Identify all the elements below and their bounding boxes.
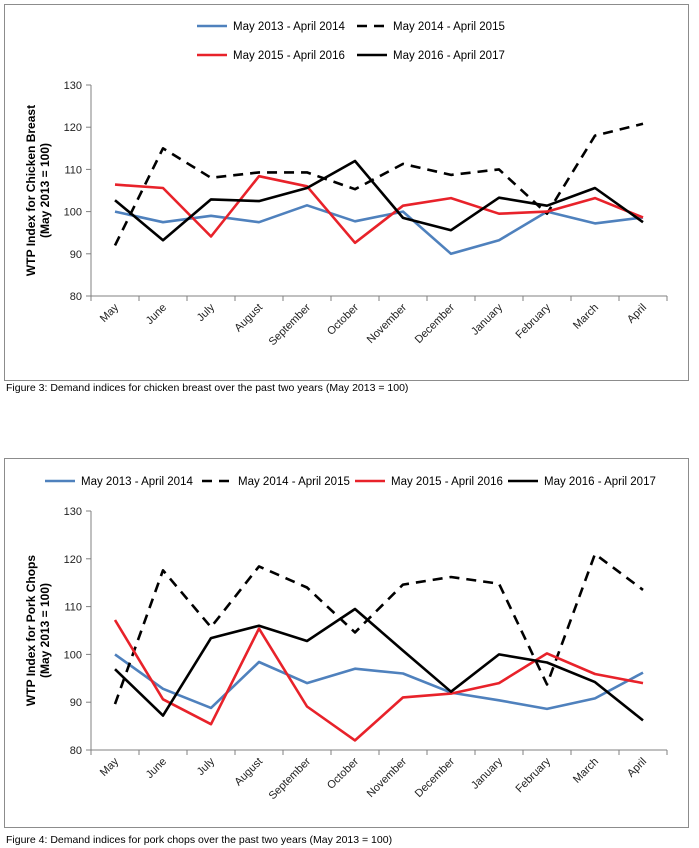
- y-tick-label: 90: [70, 697, 82, 709]
- figure-4-caption: Figure 4: Demand indices for pork chops …: [6, 834, 393, 846]
- chart1-legend: May 2013 - April 2014 May 2014 - April 20…: [197, 21, 505, 62]
- series-line-3: [113, 619, 644, 742]
- y-tick-label: 110: [64, 602, 82, 614]
- series-line-2: [113, 122, 644, 246]
- series-line-4: [114, 607, 644, 722]
- y-tick-label: 100: [64, 649, 82, 661]
- series-line-1: [114, 204, 644, 256]
- x-tick-label-november: November: [365, 755, 410, 800]
- x-tick-label-april: April: [625, 756, 649, 780]
- legend-label-2: May 2014 - April 2015: [238, 476, 350, 488]
- legend-label-4: May 2016 - April 2017: [393, 50, 505, 62]
- y-tick-label: 130: [64, 506, 82, 518]
- y-axis-label: WTP Index for Chicken Breast: [24, 105, 38, 276]
- x-tick-label-january: January: [469, 755, 506, 792]
- y-axis-label-unit: (May 2013 = 100): [38, 583, 52, 678]
- legend-label-2: May 2014 - April 2015: [393, 21, 505, 33]
- x-tick-label-june: June: [144, 302, 169, 327]
- x-tick-label-february: February: [514, 301, 554, 341]
- series-line-2: [113, 552, 644, 705]
- x-tick-label-february: February: [514, 755, 554, 795]
- y-tick-label: 110: [64, 164, 82, 176]
- chart2-legend: May 2013 - April 2014 May 2014 - April 20…: [45, 476, 656, 488]
- x-tick-label-july: July: [195, 755, 218, 778]
- x-tick-label-september: September: [267, 301, 314, 348]
- chart2-axes: 80 90 100 110 120 130 May June July August Septemb…: [64, 506, 668, 802]
- y-tick-label: 100: [64, 207, 82, 219]
- y-axis-label-unit: (May 2013 = 100): [38, 143, 52, 238]
- legend-label-1: May 2013 - April 2014: [233, 21, 345, 33]
- x-tick-label-march: March: [571, 756, 601, 786]
- x-tick-label-june: June: [144, 756, 169, 781]
- series-line-4: [114, 159, 644, 242]
- legend-label-1: May 2013 - April 2014: [81, 476, 193, 488]
- y-tick-label: 90: [70, 249, 82, 261]
- figure-3-caption: Figure 3: Demand indices for chicken bre…: [6, 382, 409, 394]
- chart1-axes: 80 90 100 110 120 130 May June July August Septemb…: [64, 80, 668, 348]
- pork-chops-chart-svg: 80 90 100 110 120 130 May June July August Septemb…: [24, 476, 668, 802]
- chicken-breast-chart: 80 90 100 110 120 130 May June July August Septemb…: [4, 4, 689, 381]
- legend-label-3: May 2015 - April 2016: [233, 50, 345, 62]
- x-tick-label-december: December: [413, 301, 458, 346]
- x-tick-label-july: July: [195, 301, 218, 324]
- y-tick-label: 80: [70, 745, 82, 757]
- y-tick-label: 120: [64, 122, 82, 134]
- legend-label-3: May 2015 - April 2016: [391, 476, 503, 488]
- x-tick-label-september: September: [267, 755, 314, 802]
- series-line-3: [114, 174, 644, 245]
- x-tick-label-april: April: [625, 302, 649, 326]
- x-tick-label-may: May: [98, 755, 122, 779]
- y-tick-label: 120: [64, 554, 82, 566]
- x-tick-label-october: October: [325, 301, 361, 337]
- x-tick-label-march: March: [571, 302, 601, 332]
- x-tick-label-october: October: [325, 755, 361, 791]
- x-tick-label-may: May: [98, 301, 122, 325]
- series-line-1: [114, 653, 644, 711]
- y-axis-label: WTP Index for Pork Chops: [24, 555, 38, 706]
- y-tick-label: 130: [64, 80, 82, 92]
- pork-chops-chart: 80 90 100 110 120 130 May June July August Septemb…: [4, 458, 689, 828]
- x-tick-label-december: December: [413, 755, 458, 800]
- legend-label-4: May 2016 - April 2017: [544, 476, 656, 488]
- x-tick-label-january: January: [469, 301, 506, 338]
- chicken-breast-chart-svg: 80 90 100 110 120 130 May June July August Septemb…: [24, 21, 668, 348]
- y-tick-label: 80: [70, 291, 82, 303]
- x-tick-label-august: August: [232, 302, 265, 335]
- x-tick-label-august: August: [232, 756, 265, 789]
- x-tick-label-november: November: [365, 301, 410, 346]
